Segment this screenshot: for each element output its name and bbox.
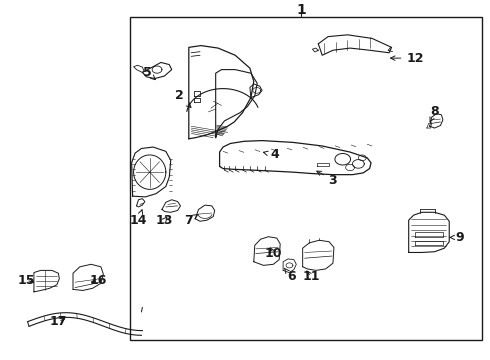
Text: 3: 3 [317,171,337,186]
Text: 16: 16 [90,274,107,287]
Text: 15: 15 [17,274,35,287]
Text: 14: 14 [130,210,147,227]
Text: 6: 6 [284,268,296,283]
Text: 1: 1 [296,3,306,17]
Text: 7: 7 [184,214,198,227]
Text: 11: 11 [302,270,319,283]
Bar [130,17,482,339]
Text: 13: 13 [156,214,173,227]
Text: 10: 10 [265,247,282,260]
Text: 4: 4 [264,148,279,161]
Text: 8: 8 [430,105,439,122]
Text: 17: 17 [49,315,67,328]
Text: 5: 5 [143,66,155,80]
Text: 9: 9 [450,231,465,244]
Text: 12: 12 [391,51,424,65]
Text: 2: 2 [174,89,191,107]
